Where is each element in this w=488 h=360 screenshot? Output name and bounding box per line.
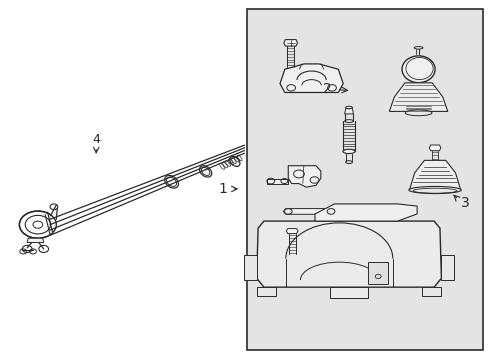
Polygon shape — [27, 238, 43, 243]
Polygon shape — [428, 145, 440, 151]
Text: 3: 3 — [460, 196, 468, 210]
Ellipse shape — [342, 149, 354, 154]
Polygon shape — [287, 166, 320, 187]
Ellipse shape — [401, 56, 434, 83]
Bar — [368, 262, 387, 284]
Polygon shape — [256, 287, 276, 296]
Polygon shape — [280, 64, 343, 93]
Polygon shape — [286, 229, 297, 234]
Polygon shape — [409, 160, 459, 189]
Polygon shape — [284, 40, 297, 46]
Polygon shape — [421, 287, 441, 296]
Ellipse shape — [405, 110, 431, 116]
Polygon shape — [244, 255, 256, 280]
Polygon shape — [441, 255, 453, 280]
Bar — [246, 9, 482, 350]
Text: 4: 4 — [92, 133, 100, 146]
Polygon shape — [388, 83, 447, 111]
Polygon shape — [283, 208, 334, 214]
Polygon shape — [267, 179, 287, 184]
Text: 1: 1 — [218, 182, 227, 196]
Polygon shape — [344, 109, 353, 114]
Ellipse shape — [345, 161, 352, 163]
Ellipse shape — [413, 46, 422, 49]
Ellipse shape — [408, 186, 460, 194]
Polygon shape — [329, 287, 368, 298]
Ellipse shape — [345, 106, 352, 109]
Text: 2: 2 — [323, 82, 331, 96]
Polygon shape — [256, 221, 441, 287]
Polygon shape — [314, 204, 416, 221]
